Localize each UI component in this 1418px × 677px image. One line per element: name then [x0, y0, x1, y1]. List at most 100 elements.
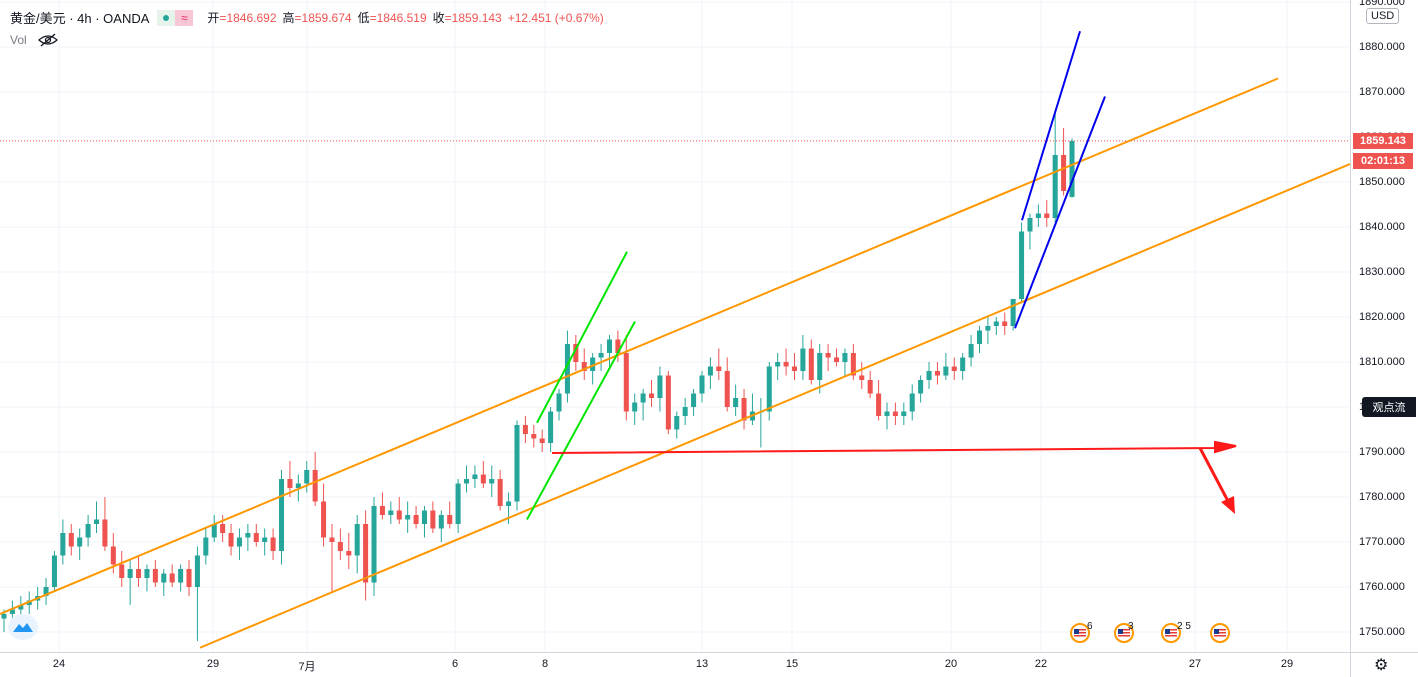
price-tick-label: 1890.000	[1359, 0, 1405, 8]
candle-body	[51, 555, 57, 587]
candle-body	[918, 380, 924, 394]
economic-event-icon[interactable]	[1161, 623, 1181, 643]
candle-body	[1044, 213, 1050, 218]
chart-pane[interactable]: 黄金/美元 · 4h · OANDA ≈ 开 =1846.692 高 =1859.6…	[0, 0, 1350, 652]
axis-corner	[1350, 652, 1418, 677]
candle-body	[539, 438, 545, 443]
candle-body	[278, 479, 285, 551]
candle-body	[497, 479, 503, 506]
vol-label: Vol	[10, 33, 27, 47]
candle-body	[421, 510, 427, 524]
candle-body	[649, 393, 655, 398]
symbol-title[interactable]: 黄金/美元 · 4h · OANDA	[10, 11, 150, 26]
open-value: =1846.692	[219, 10, 277, 25]
candle-body	[287, 479, 293, 488]
candle-body	[329, 537, 335, 542]
green-trend-line	[526, 321, 636, 520]
candle-body	[354, 524, 360, 556]
red-down-arrow	[1198, 447, 1231, 504]
candle-body	[522, 425, 528, 434]
market-status[interactable]: ≈	[157, 9, 194, 26]
candle-body	[9, 609, 15, 614]
candle-body	[615, 339, 621, 353]
candle-body	[161, 573, 167, 583]
price-tick-label: 1790.000	[1359, 446, 1405, 458]
currency-badge[interactable]: USD	[1366, 8, 1400, 24]
candle-body	[127, 569, 133, 578]
candle-body	[186, 569, 192, 587]
economic-event-icon[interactable]	[1070, 623, 1090, 643]
economic-event-icon[interactable]	[1210, 623, 1230, 643]
candle-body	[724, 371, 730, 407]
time-axis[interactable]: 24 29 7月 6 8 13 15 20 22 27 29	[0, 652, 1350, 677]
candle-body	[951, 366, 957, 371]
candle-body	[548, 411, 554, 443]
candle-body	[1069, 140, 1075, 197]
candle-body	[304, 470, 310, 484]
candle-body	[867, 380, 873, 394]
candle-body	[321, 501, 327, 538]
candle-body	[531, 434, 537, 439]
candle-body	[859, 375, 865, 380]
time-tick-label: 27	[1188, 658, 1202, 670]
candle-body	[682, 407, 688, 416]
candle-body	[817, 353, 823, 380]
candle-body	[430, 510, 436, 529]
candle-body	[960, 357, 966, 371]
candle-body	[489, 479, 495, 484]
candle-body	[825, 353, 831, 358]
channel-lower-line	[199, 163, 1350, 649]
candle-body	[463, 479, 470, 484]
candle-body	[447, 515, 453, 524]
candle-body	[169, 573, 175, 583]
candle-body	[178, 569, 184, 583]
candle-body	[573, 344, 579, 362]
eye-off-icon[interactable]	[37, 33, 59, 47]
time-tick-label: 7月	[298, 661, 316, 673]
candle-body	[775, 362, 781, 367]
change-value: +12.451 (+0.67%)	[507, 10, 604, 25]
price-tick-label: 1870.000	[1359, 86, 1405, 98]
ideas-stream-button[interactable]: 观点流	[1362, 397, 1416, 417]
candle-body	[211, 524, 217, 538]
candle-body	[598, 353, 604, 358]
candle-body	[1061, 155, 1067, 191]
candle-body	[102, 519, 108, 547]
economic-event-icon[interactable]	[1114, 623, 1134, 643]
candle-body	[110, 546, 116, 565]
candle-body	[623, 353, 629, 412]
price-tick-label: 1830.000	[1359, 266, 1405, 278]
candle-body	[245, 533, 251, 538]
candle-body	[371, 506, 377, 583]
candle-body	[1010, 299, 1016, 326]
candle-body	[783, 362, 789, 367]
wave-icon: ≈	[175, 9, 194, 26]
chart-legend: 黄金/美元 · 4h · OANDA ≈ 开 =1846.692 高 =1859.6…	[10, 8, 604, 27]
price-axis[interactable]: 1890.0001880.0001870.0001860.0001850.000…	[1350, 0, 1418, 652]
price-tick-label: 1880.000	[1359, 41, 1405, 53]
candle-body	[228, 533, 234, 547]
price-chart[interactable]	[0, 0, 1350, 652]
candle-body	[876, 393, 882, 416]
gear-icon[interactable]: ⚙	[1374, 657, 1389, 674]
candle-body	[363, 524, 369, 583]
candle-body	[68, 533, 74, 547]
channel-upper-line	[0, 77, 1279, 615]
candle-body	[472, 474, 478, 479]
price-tick-label: 1770.000	[1359, 536, 1405, 548]
candle-body	[194, 555, 200, 587]
volume-indicator[interactable]: Vol	[10, 33, 59, 47]
candle-body	[144, 569, 150, 578]
candle-body	[699, 375, 705, 394]
candle-body	[741, 398, 747, 421]
candle-body	[506, 501, 512, 506]
candle-body	[455, 483, 461, 524]
candle-body	[632, 402, 638, 412]
candle-series	[1, 110, 1075, 641]
tradingview-logo-icon[interactable]	[8, 614, 38, 640]
candle-body	[152, 569, 158, 583]
candle-body	[236, 537, 242, 547]
candle-body	[514, 425, 520, 502]
close-label: 收	[432, 11, 445, 25]
event-count: 3	[1128, 621, 1134, 632]
